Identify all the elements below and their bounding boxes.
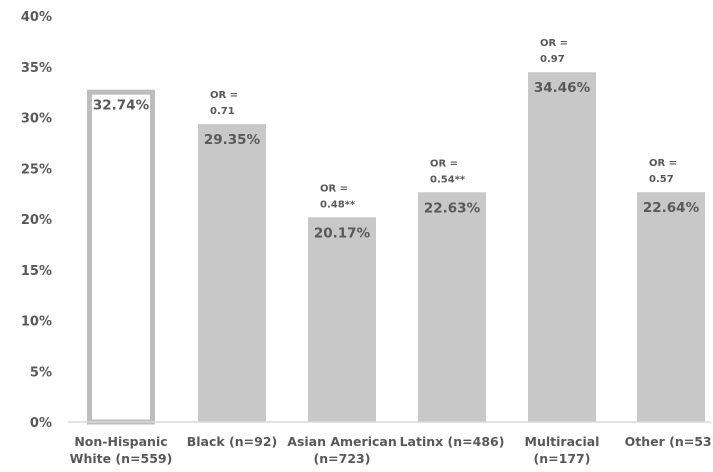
y-tick-label: 40%: [21, 10, 52, 25]
y-tick-label: 20%: [21, 213, 52, 228]
y-tick-label: 35%: [21, 61, 52, 76]
x-tick-label: Asian American: [287, 434, 396, 449]
x-axis: Non-Hispanic White (n=559) Black (n=92) Asi…: [68, 421, 713, 466]
x-tick-label: Black (n=92): [187, 434, 278, 449]
bar-value-label: 22.64%: [643, 200, 700, 216]
bar-group: 22.63% OR = 0.54**: [418, 158, 486, 422]
bar-value-label: 20.17%: [314, 225, 371, 241]
bar-group: 20.17% OR = 0.48**: [308, 183, 376, 422]
bar-group: 32.74%: [87, 89, 155, 425]
bar-group: 22.64% OR = 0.57: [637, 158, 705, 422]
x-tick-label: White (n=559): [70, 451, 173, 466]
bar-value-label: 34.46%: [534, 80, 591, 96]
y-tick-label: 5%: [30, 365, 52, 380]
bar-value-label: 29.35%: [204, 132, 261, 148]
y-tick-label: 0%: [30, 416, 52, 431]
bar: [418, 192, 486, 422]
x-tick-label: (n=723): [314, 451, 371, 466]
bar-value-label: 32.74%: [93, 98, 150, 114]
bar: [528, 72, 596, 422]
bar: [87, 89, 155, 425]
x-tick-label: Other (n=53): [625, 434, 713, 449]
y-tick-label: 15%: [21, 264, 52, 279]
x-tick-label: Non-Hispanic: [74, 434, 167, 449]
bars: 32.74% 29.35% OR = 0.71 20.17% OR = 0.48** 22.6…: [87, 38, 705, 425]
odds-ratio-annotation: OR =: [320, 183, 348, 194]
odds-ratio-annotation: 0.54**: [430, 174, 466, 185]
odds-ratio-annotation: OR =: [430, 158, 458, 169]
bar-group: 34.46% OR = 0.97: [528, 38, 596, 422]
odds-ratio-annotation: 0.57: [649, 174, 674, 185]
bar: [637, 192, 705, 422]
y-tick-label: 10%: [21, 315, 52, 330]
bar: [308, 217, 376, 422]
x-tick-label: (n=177): [534, 451, 591, 466]
x-tick-label: Multiracial: [525, 434, 600, 449]
x-tick-label: Latinx (n=486): [400, 434, 505, 449]
odds-ratio-annotation: OR =: [210, 90, 238, 101]
odds-ratio-annotation: 0.48**: [320, 199, 356, 210]
y-tick-label: 25%: [21, 162, 52, 177]
y-tick-label: 30%: [21, 112, 52, 127]
bar: [198, 124, 266, 422]
odds-ratio-annotation: OR =: [540, 38, 568, 49]
odds-ratio-annotation: OR =: [649, 158, 677, 169]
odds-ratio-annotation: 0.71: [210, 106, 235, 117]
bar-value-label: 22.63%: [424, 200, 481, 216]
bar-group: 29.35% OR = 0.71: [198, 90, 266, 422]
odds-ratio-annotation: 0.97: [540, 54, 565, 65]
y-axis: 0% 5% 10% 15% 20% 25% 30% 35% 40%: [21, 10, 52, 431]
